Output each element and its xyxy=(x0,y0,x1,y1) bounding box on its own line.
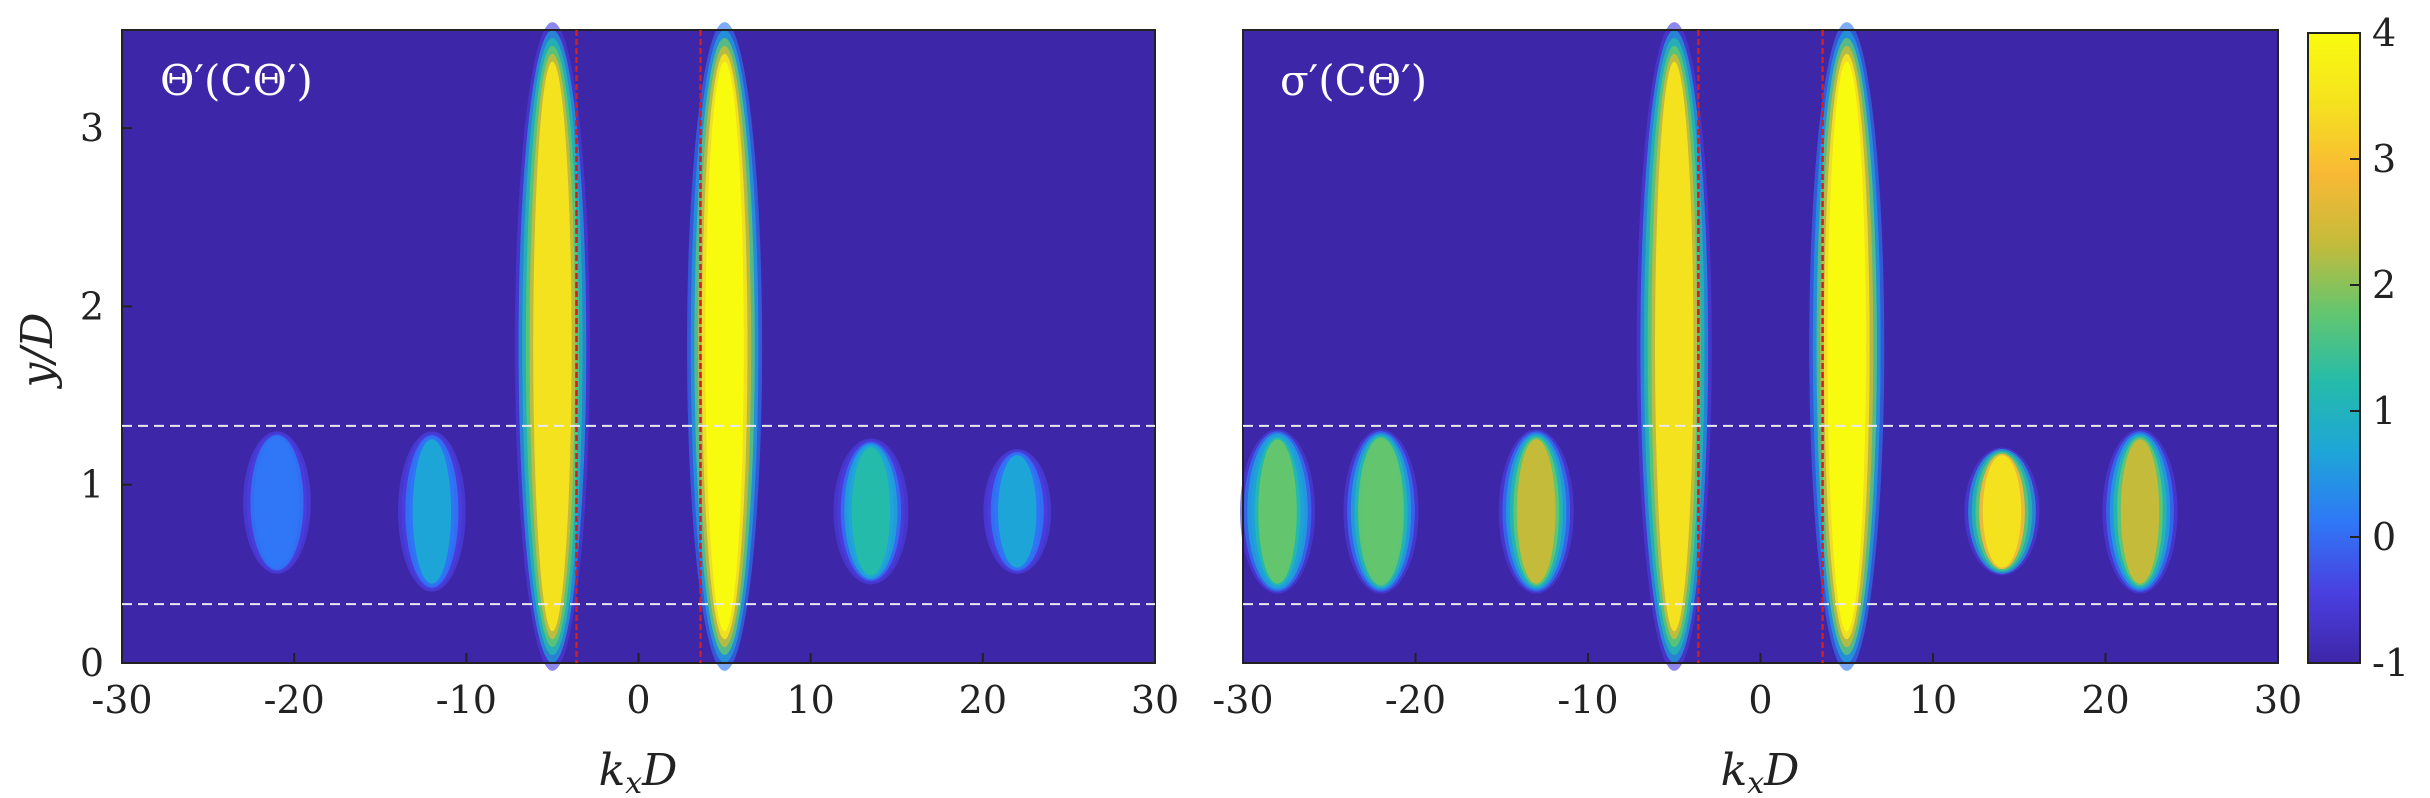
heatmap-feature xyxy=(1809,22,1885,671)
heatmap-background xyxy=(1243,30,2278,663)
x-tick-label: -20 xyxy=(264,678,325,722)
colorbar-tick-label: 3 xyxy=(2372,137,2396,181)
x-tick-label: -10 xyxy=(1557,678,1618,722)
heatmap-feature xyxy=(239,429,315,576)
x-tick-label: 10 xyxy=(786,678,834,722)
colorbar-tick-label: 4 xyxy=(2372,11,2396,55)
right-reference-lines xyxy=(1243,30,2278,663)
heatmap-feature xyxy=(1964,447,2040,576)
right-panel: -30 -20 -10 0 10 20 30 σ′(CΘ′) kxD xyxy=(1212,22,2302,798)
heatmap-cell xyxy=(1361,439,1401,584)
colorbar: -1 0 1 2 3 4 xyxy=(2307,11,2409,685)
heatmap-cell xyxy=(257,438,297,567)
x-tick-label: -30 xyxy=(91,678,152,722)
x-tick-label: 0 xyxy=(626,678,650,722)
heatmap-feature xyxy=(1636,22,1712,671)
heatmap-cell xyxy=(998,455,1037,568)
x-tick-label: 20 xyxy=(959,678,1007,722)
heatmap-cell xyxy=(1258,439,1297,584)
heatmap-cell xyxy=(851,447,891,576)
heatmap-feature xyxy=(979,447,1055,576)
x-tick-label: 30 xyxy=(2254,678,2302,722)
y-tick-label: 2 xyxy=(80,284,104,328)
right-x-axis-label: kxD xyxy=(1721,745,1800,798)
colorbar-tick-label: 0 xyxy=(2372,515,2396,559)
x-tick-label: 20 xyxy=(2081,678,2129,722)
heatmap-feature xyxy=(1239,429,1316,594)
x-tick-label: -20 xyxy=(1385,678,1446,722)
left-heatmap xyxy=(122,22,1155,671)
x-tick-label: 10 xyxy=(1909,678,1957,722)
left-y-ticks: 0 1 2 3 xyxy=(80,106,132,685)
right-heatmap xyxy=(1239,22,2278,671)
colorbar-tick-label: -1 xyxy=(2372,641,2409,685)
left-y-axis-label: y/D xyxy=(12,313,63,390)
heatmap-cell xyxy=(1982,455,2022,568)
colorbar-ticks: -1 0 1 2 3 4 xyxy=(2350,11,2409,685)
heatmap-cell xyxy=(705,61,744,632)
heatmap-feature xyxy=(514,22,590,671)
x-tick-label: 30 xyxy=(1131,678,1179,722)
left-x-ticks: -30 -20 -10 0 10 20 30 xyxy=(91,653,1179,722)
heatmap-feature xyxy=(1343,429,1419,594)
heatmap-feature xyxy=(1498,429,1574,594)
heatmap-cell xyxy=(412,439,452,584)
colorbar-body xyxy=(2307,32,2361,664)
heatmap-cell xyxy=(533,61,572,632)
left-reference-lines xyxy=(122,30,1155,663)
x-tick-label: -30 xyxy=(1212,678,1273,722)
heatmap-cell xyxy=(1827,61,1866,632)
x-tick-label: 0 xyxy=(1748,678,1772,722)
y-tick-label: 0 xyxy=(80,641,104,685)
colorbar-tick-label: 2 xyxy=(2372,263,2396,307)
heatmap-feature xyxy=(833,438,909,585)
heatmap-feature xyxy=(687,22,763,671)
left-panel-label: Θ′(CΘ′) xyxy=(160,56,313,105)
left-x-axis-label: kxD xyxy=(599,745,678,798)
y-tick-label: 1 xyxy=(80,463,104,507)
x-tick-label: -10 xyxy=(436,678,497,722)
heatmap-cell xyxy=(1655,61,1694,632)
y-tick-label: 3 xyxy=(80,106,104,150)
heatmap-feature xyxy=(394,429,470,594)
colorbar-tick-label: 1 xyxy=(2372,389,2396,433)
heatmap-feature xyxy=(2102,429,2178,594)
heatmap-cell xyxy=(2120,439,2160,584)
right-panel-label: σ′(CΘ′) xyxy=(1280,56,1427,105)
left-panel: -30 -20 -10 0 10 20 30 0 1 2 3 Θ′(CΘ′) kxD y/D xyxy=(12,22,1179,798)
right-x-ticks: -30 -20 -10 0 10 20 30 xyxy=(1212,653,2302,722)
heatmap-cell xyxy=(1517,439,1556,584)
